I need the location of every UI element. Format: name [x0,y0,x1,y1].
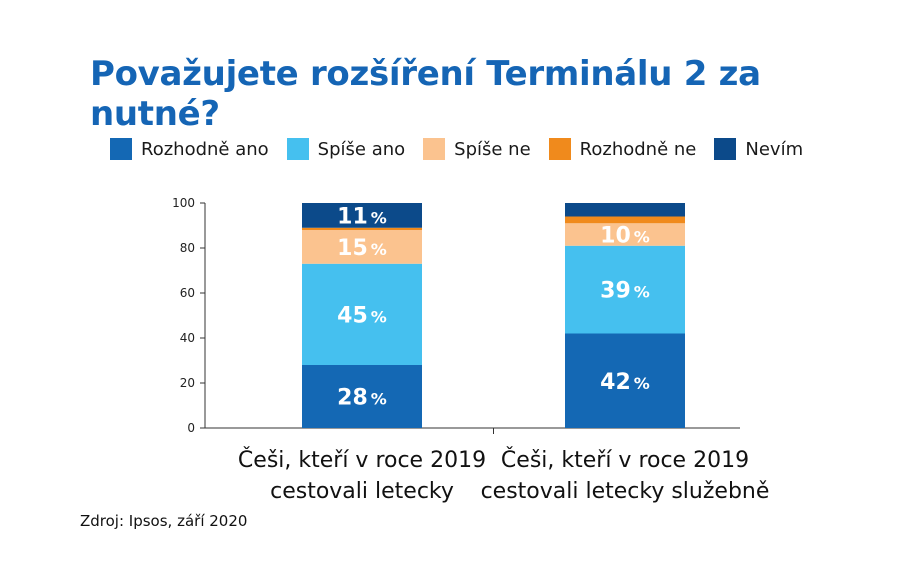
legend-item: Rozhodně ano [110,138,269,160]
bar-segment [565,333,685,428]
source-note: Zdroj: Ipsos, září 2020 [80,512,248,530]
data-label: 45% [337,303,387,328]
bar-segment [302,263,422,365]
bar-segment [302,227,422,230]
bar-segment [565,216,685,224]
data-label: 28% [337,386,387,411]
legend-label: Spíše ano [317,138,406,160]
data-label: 11% [337,204,387,229]
y-tick-label: 100 [172,196,195,210]
y-tick-label: 40 [180,331,195,345]
legend-label: Nevím [745,138,804,160]
legend-swatch [286,138,309,160]
legend-swatch [548,138,571,160]
y-tick-label: 0 [187,421,195,435]
legend-item: Spíše ano [286,138,406,160]
legend-swatch [423,138,446,160]
y-tick-label: 60 [180,286,195,300]
x-category-label: Češi, kteří v roce 2019 cestovali leteck… [237,448,487,504]
legend-item: Nevím [714,138,803,160]
legend-item: Spíše ne [423,138,531,160]
bar-segment [302,203,422,228]
chart-title: Považujete rozšíření Terminálu 2 za nutn… [90,54,761,134]
bar-segment [565,223,685,246]
bar-segment [302,230,422,264]
chart-legend: Rozhodně ano Spíše ano Spíše ne Rozhodně ne… [110,137,821,161]
legend-swatch [714,138,737,160]
data-label: 15% [337,236,387,261]
bar-segment [565,245,685,334]
legend-swatch [110,138,132,160]
legend-item: Rozhodně ne [548,138,697,160]
bar-segment [565,203,685,217]
legend-label: Rozhodně ano [141,138,269,160]
x-category-label: Češi, kteří v roce 2019 cestovali leteck… [480,448,770,504]
legend-label: Rozhodně ne [579,138,697,160]
data-label: 42% [600,370,650,395]
data-label: 10% [600,224,650,249]
bar-segment [302,365,422,428]
y-tick-label: 20 [180,376,195,390]
legend-label: Spíše ne [454,138,531,160]
y-tick-label: 80 [180,241,195,255]
data-label: 39% [600,279,650,304]
